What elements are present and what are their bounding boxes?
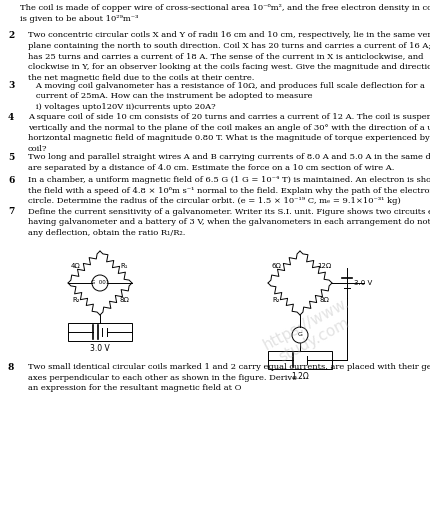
- Text: R₁: R₁: [120, 263, 128, 269]
- Text: 7: 7: [8, 207, 14, 217]
- Text: 3.0 V: 3.0 V: [354, 280, 372, 286]
- Text: 6Ω: 6Ω: [271, 263, 281, 269]
- Text: G: G: [298, 332, 302, 337]
- Text: 4: 4: [8, 113, 14, 122]
- Text: 8Ω: 8Ω: [119, 297, 129, 303]
- Text: A moving coil galvanometer has a resistance of 10Ω, and produces full scale defl: A moving coil galvanometer has a resista…: [28, 81, 425, 111]
- Text: 2: 2: [8, 31, 14, 40]
- Text: R₂: R₂: [272, 297, 280, 303]
- Text: R₂: R₂: [72, 297, 80, 303]
- Text: 4Ω: 4Ω: [71, 263, 81, 269]
- Circle shape: [92, 275, 108, 291]
- Text: https://www.
study.com: https://www. study.com: [260, 295, 360, 369]
- Text: Two long and parallel straight wires A and B carrying currents of 8.0 A and 5.0 : Two long and parallel straight wires A a…: [28, 153, 430, 172]
- Circle shape: [292, 327, 308, 343]
- Text: 6: 6: [8, 176, 14, 185]
- Text: 8Ω: 8Ω: [319, 297, 329, 303]
- Text: Define the current sensitivity of a galvanometer. Writer its S.I. unit. Figure s: Define the current sensitivity of a galv…: [28, 207, 430, 237]
- Text: G  001: G 001: [91, 280, 109, 286]
- Bar: [68, 323, 132, 341]
- Text: A square coil of side 10 cm consists of 20 turns and carries a current of 12 A. : A square coil of side 10 cm consists of …: [28, 113, 430, 153]
- Text: 5: 5: [8, 153, 14, 162]
- Text: 3.0 V: 3.0 V: [90, 344, 110, 353]
- Text: Two small identical circular coils marked 1 and 2 carry equal currents, are plac: Two small identical circular coils marke…: [28, 363, 430, 393]
- Text: 3: 3: [8, 81, 14, 90]
- Text: 12Ω: 12Ω: [317, 263, 331, 269]
- Text: The coil is made of copper wire of cross-sectional area 10⁻⁶m², and the free ele: The coil is made of copper wire of cross…: [20, 4, 430, 23]
- Text: In a chamber, a uniform magnetic field of 6.5 G (1 G = 10⁻⁴ T) is maintained. An: In a chamber, a uniform magnetic field o…: [28, 176, 430, 205]
- Text: Two concentric circular coils X and Y of radii 16 cm and 10 cm, respectively, li: Two concentric circular coils X and Y of…: [28, 31, 430, 82]
- Text: 8: 8: [8, 363, 14, 372]
- Text: 1.2Ω: 1.2Ω: [291, 372, 309, 381]
- Bar: [268, 351, 332, 369]
